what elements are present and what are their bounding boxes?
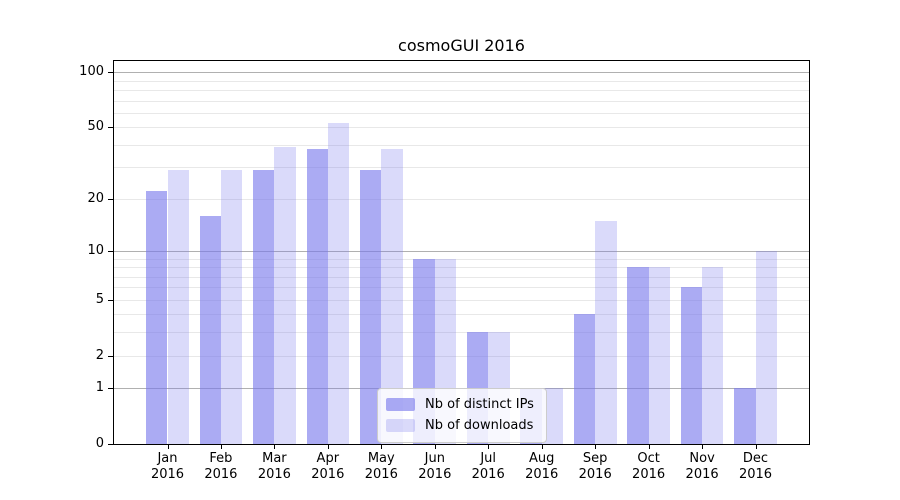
x-tick-mark-apr-2016 (327, 445, 329, 449)
x-tick-mark-feb-2016 (220, 445, 222, 449)
bar-ips-dec-2016 (734, 388, 756, 444)
minor-gridline-40 (114, 144, 809, 146)
minor-gridline-90 (114, 80, 809, 82)
y-tick-label-1: 1 (95, 380, 104, 396)
y-tick-label-50: 50 (87, 119, 104, 135)
minor-gridline-4 (114, 314, 809, 316)
x-tick-mark-oct-2016 (648, 445, 650, 449)
legend: Nb of distinct IPs Nb of downloads (377, 388, 547, 443)
x-tick-mark-mar-2016 (274, 445, 276, 449)
y-tick-label-2: 2 (95, 347, 104, 363)
minor-gridline-3 (114, 332, 809, 334)
plot-area (113, 60, 810, 445)
x-tick-label-oct-2016: Oct 2016 (632, 451, 666, 482)
minor-gridline-5 (114, 299, 809, 301)
bar-downloads-mar-2016 (274, 146, 296, 444)
x-tick-mark-jul-2016 (488, 445, 490, 449)
bar-downloads-apr-2016 (327, 122, 350, 444)
bar-downloads-feb-2016 (220, 170, 243, 444)
y-tick-label-100: 100 (79, 64, 104, 80)
x-tick-label-jul-2016: Jul 2016 (471, 451, 505, 482)
chart-title: cosmoGUI 2016 (398, 36, 525, 55)
y-tick-mark-1 (108, 388, 113, 390)
bar-downloads-sep-2016 (595, 220, 617, 444)
y-tick-label-5: 5 (95, 291, 104, 307)
bar-ips-mar-2016 (253, 170, 275, 444)
bar-downloads-nov-2016 (702, 267, 724, 444)
x-tick-mark-may-2016 (381, 445, 383, 449)
x-tick-mark-jun-2016 (434, 445, 436, 449)
x-tick-label-nov-2016: Nov 2016 (685, 451, 719, 482)
bar-downloads-jan-2016 (167, 170, 189, 444)
legend-row-downloads: Nb of downloads (386, 415, 534, 436)
x-tick-label-dec-2016: Dec 2016 (738, 451, 773, 482)
x-tick-mark-aug-2016 (541, 445, 543, 449)
minor-gridline-60 (114, 112, 809, 114)
x-tick-mark-jan-2016 (167, 445, 169, 449)
y-tick-mark-50 (108, 127, 113, 129)
minor-gridline-20 (114, 198, 809, 200)
legend-label-downloads: Nb of downloads (425, 418, 534, 433)
bar-ips-may-2016 (359, 170, 382, 444)
minor-gridline-9 (114, 258, 809, 260)
major-gridline-100 (114, 72, 809, 74)
bar-downloads-oct-2016 (648, 267, 670, 444)
x-tick-label-sep-2016: Sep 2016 (578, 451, 612, 482)
bar-ips-oct-2016 (627, 267, 649, 444)
x-tick-mark-nov-2016 (702, 445, 704, 449)
y-tick-mark-0 (108, 444, 113, 445)
minor-gridline-80 (114, 89, 809, 91)
minor-gridline-8 (114, 267, 809, 268)
minor-gridline-30 (114, 167, 809, 169)
bar-ips-nov-2016 (680, 287, 703, 444)
y-tick-mark-10 (108, 250, 113, 252)
bar-ips-jan-2016 (146, 191, 168, 444)
y-tick-label-10: 10 (87, 242, 104, 258)
minor-gridline-2 (114, 355, 809, 357)
x-tick-label-jan-2016: Jan 2016 (150, 451, 185, 482)
minor-gridline-7 (114, 276, 809, 278)
bar-downloads-aug-2016 (541, 388, 564, 444)
x-tick-label-mar-2016: Mar 2016 (257, 451, 291, 482)
legend-swatch-ips (386, 398, 415, 411)
y-tick-mark-2 (108, 355, 113, 357)
bar-ips-feb-2016 (199, 215, 221, 444)
bar-downloads-dec-2016 (755, 250, 777, 444)
bar-downloads-may-2016 (381, 148, 403, 444)
legend-row-distinct-ips: Nb of distinct IPs (386, 394, 534, 415)
x-tick-label-jun-2016: Jun 2016 (418, 451, 452, 482)
x-tick-label-apr-2016: Apr 2016 (311, 451, 345, 482)
minor-gridline-6 (114, 287, 809, 289)
legend-label-distinct-ips: Nb of distinct IPs (425, 397, 534, 412)
x-tick-label-aug-2016: Aug 2016 (525, 451, 559, 482)
minor-gridline-50 (114, 127, 809, 129)
y-tick-mark-5 (108, 299, 113, 301)
y-tick-label-0: 0 (95, 436, 104, 451)
x-tick-label-may-2016: May 2016 (364, 451, 398, 482)
bar-ips-sep-2016 (573, 314, 596, 444)
minor-gridline-70 (114, 100, 809, 102)
bar-ips-apr-2016 (306, 148, 328, 444)
x-tick-mark-dec-2016 (755, 445, 757, 449)
y-tick-label-20: 20 (87, 190, 104, 206)
legend-swatch-downloads (386, 419, 415, 432)
x-tick-label-feb-2016: Feb 2016 (204, 451, 238, 482)
x-tick-mark-sep-2016 (595, 445, 597, 449)
major-gridline-10 (114, 250, 809, 252)
y-tick-mark-100 (108, 72, 113, 74)
y-tick-mark-20 (108, 198, 113, 200)
